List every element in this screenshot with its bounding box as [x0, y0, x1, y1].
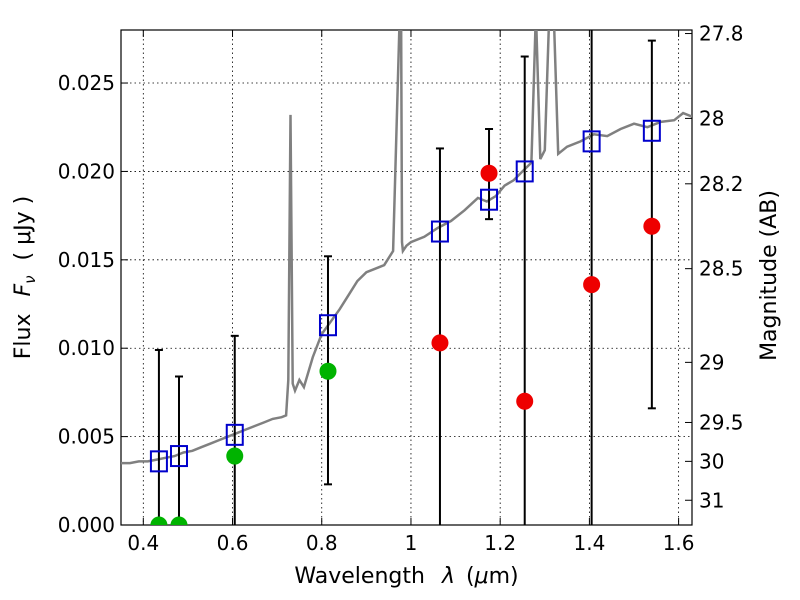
grid: [121, 30, 692, 525]
observed-point: [170, 516, 188, 525]
observed-point: [516, 392, 534, 410]
x-tick-label: 0.8: [306, 531, 338, 555]
y-axis-label: Flux Fν ( μJy ): [11, 196, 41, 359]
x-tick-label: 1.6: [663, 531, 695, 555]
y2-tick-label: 30: [699, 449, 724, 473]
plot-area: [120, 29, 693, 526]
y-tick-label: 0.010: [58, 336, 115, 360]
tick-layer: 0.4 0.6 0.8 1 1.2 1.4 1.6 0.000 0.005 0.010 0.015 0…: [58, 22, 744, 555]
y2-axis-label: Magnitude (AB): [757, 190, 782, 361]
y2-tick-label: 28.2: [699, 172, 744, 196]
x-axis-label: Wavelength λ (μm): [294, 564, 518, 589]
model-square-point: [582, 130, 601, 153]
x-tick-label: 1.2: [484, 531, 516, 555]
model-square-point: [318, 314, 337, 337]
x-tick-label: 1: [405, 531, 418, 555]
y2-tick-label: 28: [699, 106, 724, 130]
y2-tick-label: 29.5: [699, 410, 744, 434]
y-tick-label: 0.020: [58, 159, 115, 183]
model-square-point: [430, 220, 449, 243]
observed-point: [643, 217, 661, 235]
x-tick-label: 0.4: [127, 531, 159, 555]
spectrum-layer: [121, 30, 692, 465]
y-tick-label: 0.000: [58, 513, 115, 537]
model-square-point: [515, 160, 534, 183]
model-square-point: [169, 445, 188, 468]
spectrum-line: [121, 30, 692, 465]
model-square-point: [149, 450, 168, 473]
y2-tick-label: 29: [699, 350, 724, 374]
model-square-point: [480, 188, 499, 211]
x-tick-label: 1.4: [573, 531, 605, 555]
model-square-point: [642, 119, 661, 142]
x-tick-label: 0.6: [217, 531, 249, 555]
y2-tick-label: 31: [699, 488, 724, 512]
marker-layer: [149, 119, 661, 525]
observed-point: [583, 276, 601, 294]
y-tick-label: 0.025: [58, 71, 115, 95]
y-tick-label: 0.015: [58, 248, 115, 272]
model-square-point: [225, 423, 244, 446]
y2-tick-label: 28.5: [699, 257, 744, 281]
y-tick-label: 0.005: [58, 425, 115, 449]
observed-point: [226, 447, 244, 465]
y2-tick-label: 27.8: [699, 22, 744, 46]
observed-point: [319, 362, 337, 380]
observed-point: [431, 334, 449, 352]
observed-point: [150, 516, 168, 525]
observed-point: [480, 164, 498, 182]
